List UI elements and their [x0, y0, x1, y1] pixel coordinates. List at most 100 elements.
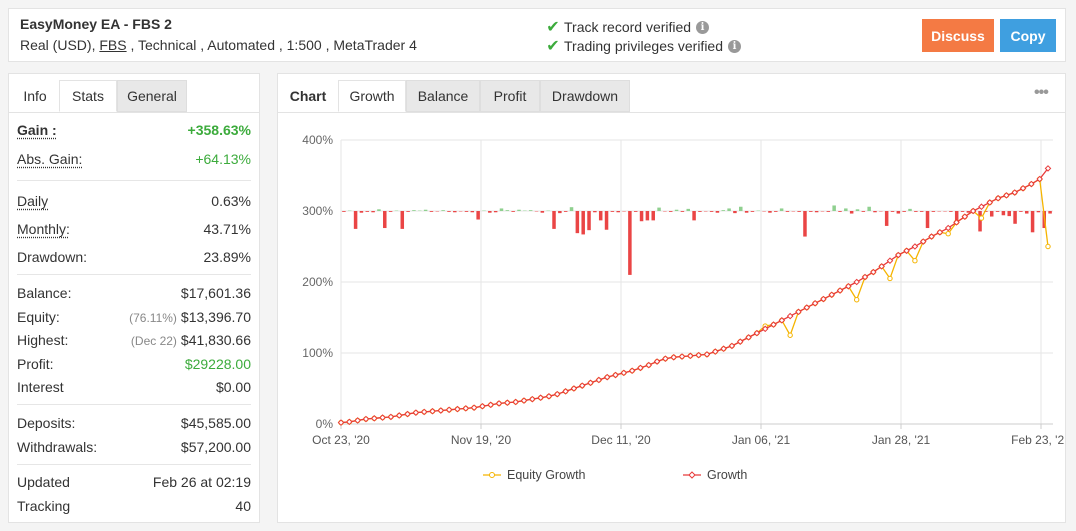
- x-tick-label: Jan 06, '21: [732, 433, 791, 447]
- daily-bar: [832, 205, 836, 211]
- data-point: [420, 408, 428, 416]
- tracking-value: 40: [235, 498, 251, 514]
- daily-label[interactable]: Daily: [17, 193, 49, 209]
- daily-bar: [412, 210, 416, 211]
- data-point: [753, 329, 761, 337]
- daily-bar: [797, 211, 801, 212]
- x-tick-label: Jan 28, '21: [872, 433, 931, 447]
- tracking-row: Tracking 40: [17, 496, 251, 516]
- broker-link[interactable]: FBS: [99, 37, 127, 53]
- more-options-icon[interactable]: •••: [1034, 84, 1049, 101]
- trading-privileges-label: Trading privileges verified: [564, 38, 723, 54]
- drawdown-label: Drawdown:: [17, 249, 88, 265]
- daily-bar: [423, 209, 428, 211]
- daily-row: Daily 0.63%: [17, 191, 251, 211]
- data-point: [504, 399, 511, 407]
- data-point: [811, 299, 819, 307]
- data-point: [986, 199, 994, 206]
- daily-bar: [1007, 211, 1011, 217]
- daily-bar: [855, 209, 860, 211]
- discuss-button[interactable]: Discuss: [922, 19, 994, 52]
- daily-bar: [470, 211, 475, 213]
- interest-value: $0.00: [215, 379, 251, 395]
- daily-bar: [984, 211, 988, 212]
- daily-bar: [733, 211, 737, 214]
- tab-growth[interactable]: Growth: [338, 80, 406, 112]
- daily-bar: [476, 211, 480, 220]
- data-point: [961, 213, 969, 220]
- tab-drawdown[interactable]: Drawdown: [540, 80, 630, 112]
- data-point: [1045, 243, 1051, 250]
- daily-bar: [517, 209, 521, 211]
- data-point: [570, 385, 578, 392]
- equity-percent: (76.11%): [129, 311, 177, 325]
- abs-gain-label[interactable]: Abs. Gain:: [17, 151, 83, 167]
- daily-bar: [966, 211, 971, 213]
- daily-bar: [563, 211, 568, 212]
- y-axis-labels: 400% 300% 200% 100% 0%: [302, 133, 333, 431]
- data-point: [978, 203, 985, 211]
- data-point: [678, 353, 686, 360]
- gain-label[interactable]: Gain :: [17, 122, 57, 138]
- data-point: [1028, 180, 1035, 188]
- data-point: [836, 287, 844, 294]
- daily-bar: [645, 211, 650, 221]
- data-point: [445, 406, 453, 414]
- data-point: [612, 371, 619, 379]
- y-tick-label: 200%: [302, 275, 333, 289]
- data-point: [887, 275, 893, 282]
- data-point: [853, 297, 860, 303]
- daily-bar: [377, 209, 381, 211]
- copy-button[interactable]: Copy: [1000, 19, 1056, 52]
- daily-bar: [639, 211, 644, 222]
- data-point: [778, 317, 786, 324]
- data-point: [370, 415, 378, 422]
- tab-stats[interactable]: Stats: [59, 80, 117, 112]
- info-icon[interactable]: i: [728, 39, 741, 53]
- daily-bar: [499, 208, 504, 211]
- daily-bar: [674, 209, 679, 211]
- tab-info[interactable]: Info: [23, 88, 47, 104]
- chart-grid: [340, 139, 1053, 429]
- data-point: [1003, 192, 1010, 199]
- daily-bar: [569, 207, 574, 211]
- daily-bar: [1001, 211, 1006, 216]
- daily-bar: [1013, 211, 1017, 224]
- growth-line: [340, 167, 1049, 424]
- track-record-label: Track record verified: [564, 19, 692, 35]
- data-point: [820, 295, 827, 303]
- daily-bar: [925, 211, 930, 229]
- daily-bar: [633, 211, 638, 212]
- daily-bar: [861, 211, 866, 212]
- tab-balance[interactable]: Balance: [406, 80, 480, 112]
- info-icon[interactable]: i: [696, 20, 710, 34]
- highest-value: $41,830.66: [180, 332, 251, 348]
- daily-bar: [604, 211, 609, 230]
- data-point: [354, 417, 361, 424]
- daily-bar: [651, 211, 655, 221]
- tab-profit[interactable]: Profit: [480, 80, 540, 112]
- daily-bar: [867, 206, 871, 211]
- tab-general[interactable]: General: [117, 80, 187, 112]
- data-point: [595, 376, 603, 384]
- monthly-label[interactable]: Monthly:: [17, 221, 70, 237]
- system-title: EasyMoney EA - FBS 2: [20, 16, 172, 32]
- divider: [17, 274, 251, 275]
- interest-row: Interest $0.00: [17, 377, 251, 397]
- data-point: [795, 308, 802, 316]
- growth-chart: 400% 300% 200% 100% 0% Oct 23, '20 Nov 19, '2…: [302, 133, 1065, 482]
- daily-bar: [814, 211, 819, 213]
- data-point: [603, 373, 611, 381]
- divider: [17, 464, 251, 465]
- daily-bar: [960, 211, 965, 212]
- daily-bar: [581, 211, 585, 235]
- daily-bar: [657, 207, 661, 211]
- daily-bar: [429, 211, 434, 212]
- data-point: [711, 348, 719, 355]
- data-point: [662, 355, 669, 362]
- daily-bar: [383, 211, 387, 229]
- tab-chart[interactable]: Chart: [289, 88, 327, 104]
- trading-privileges-verified: ✔ Trading privileges verified i: [546, 36, 741, 56]
- daily-bar: [453, 211, 457, 213]
- daily-bar: [803, 211, 807, 237]
